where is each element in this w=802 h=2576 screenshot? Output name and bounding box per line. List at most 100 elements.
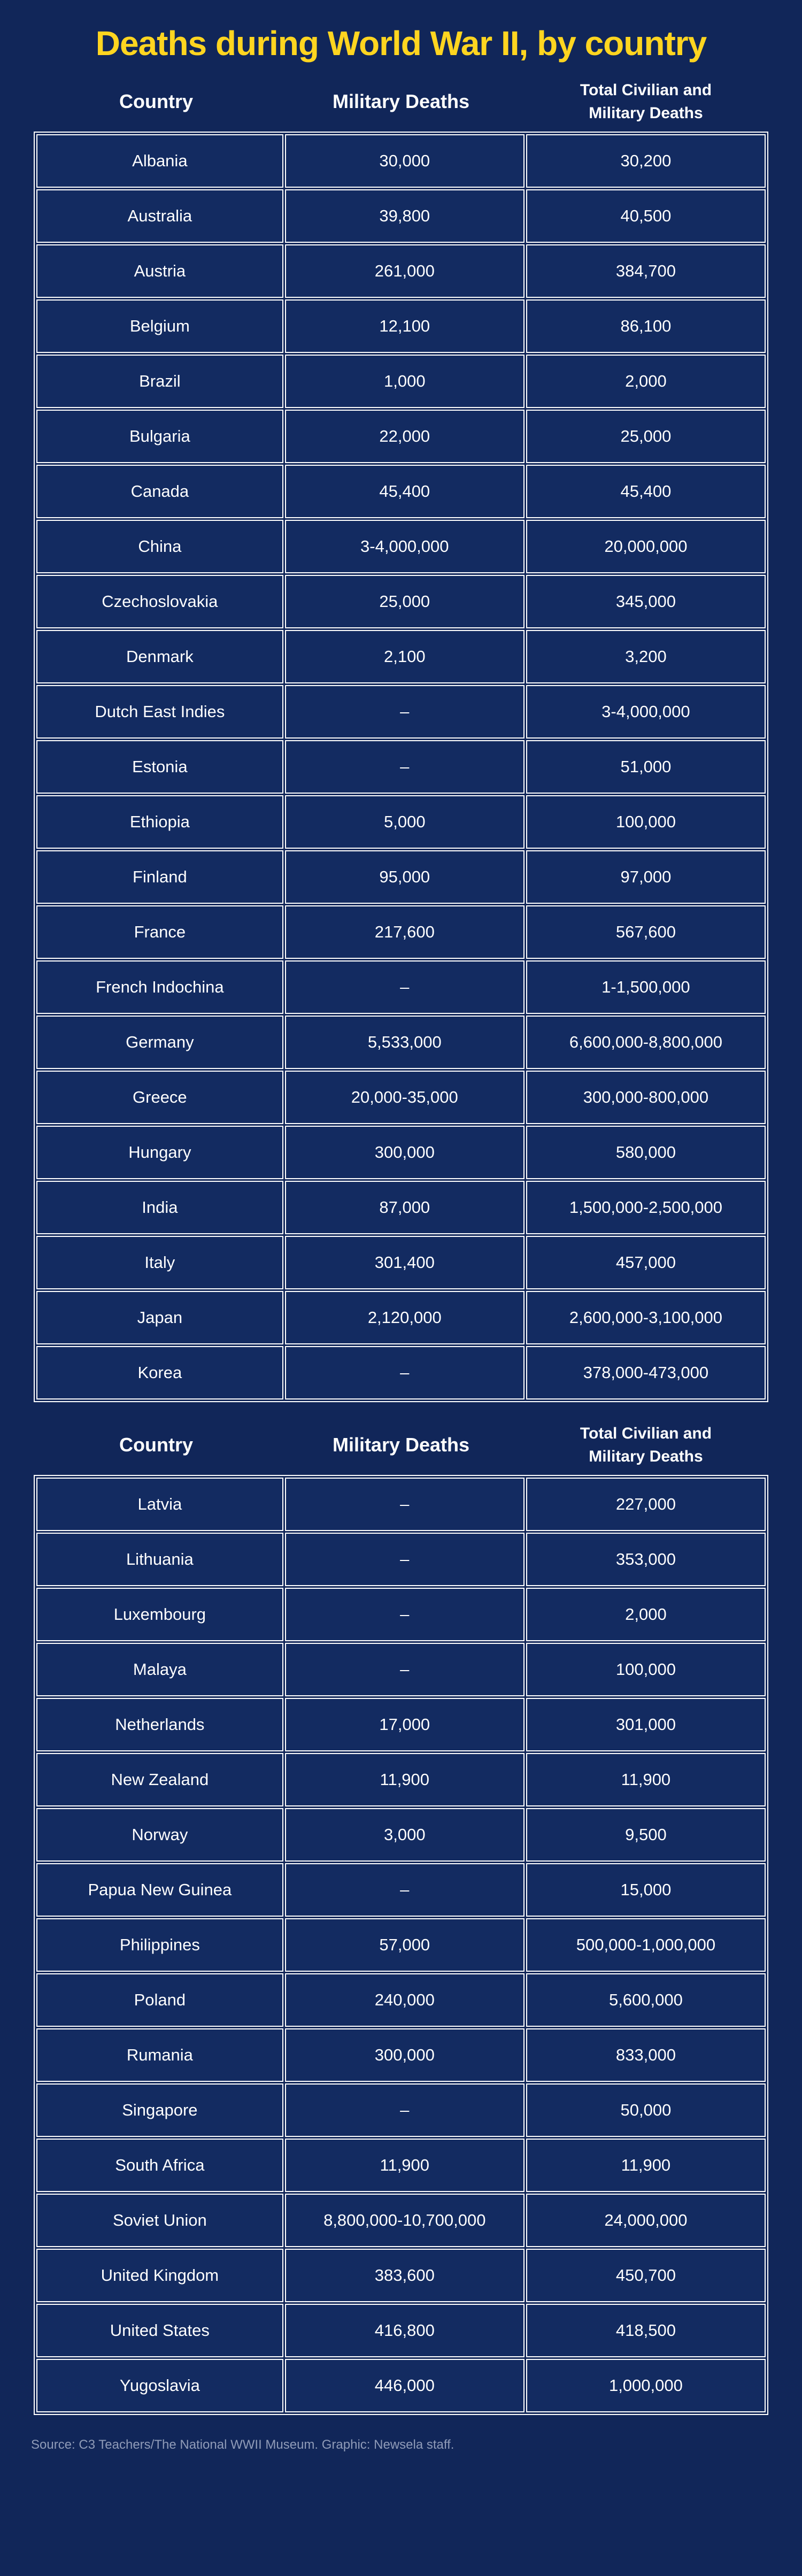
table-row: Brazil 1,000 2,000 <box>36 355 766 408</box>
total-deaths-cell: 384,700 <box>526 244 766 298</box>
table-row: China 3-4,000,000 20,000,000 <box>36 520 766 573</box>
country-cell: Albania <box>36 134 283 188</box>
total-deaths-cell: 97,000 <box>526 850 766 904</box>
column-header-country: Country <box>119 90 193 112</box>
table-row: Austria 261,000 384,700 <box>36 244 766 298</box>
table-row: Philippines 57,000 500,000-1,000,000 <box>36 1918 766 1972</box>
country-cell: Greece <box>36 1071 283 1124</box>
deaths-table-2: Latvia –227,000 Lithuania –353,000 Luxembour… <box>34 1475 768 2415</box>
military-deaths-cell: 301,400 <box>284 1236 525 1289</box>
table-row: Greece 20,000-35,000 300,000-800,000 <box>36 1071 766 1124</box>
military-deaths-cell: 5,533,000 <box>284 1016 525 1069</box>
infographic-title: Deaths during World War II, by country <box>95 24 707 63</box>
total-deaths-cell: 5,600,000 <box>526 1973 766 2027</box>
military-deaths-cell: 300,000 <box>284 2028 525 2082</box>
table-row: Hungary 300,000 580,000 <box>36 1126 766 1179</box>
table-row: Denmark 2,100 3,200 <box>36 630 766 683</box>
total-deaths-cell: 30,200 <box>526 134 766 188</box>
military-deaths-cell: 22,000 <box>284 410 525 463</box>
total-deaths-cell: 301,000 <box>526 1698 766 1751</box>
military-deaths-cell: 2,100 <box>284 630 525 683</box>
country-cell: New Zealand <box>36 1753 283 1806</box>
military-deaths-cell: – <box>284 740 525 794</box>
military-deaths-cell: – <box>284 1643 525 1696</box>
table-row: Czechoslovakia 25,000 345,000 <box>36 575 766 628</box>
table-row: Ethiopia 5,000 100,000 <box>36 795 766 849</box>
column-header-military-deaths: Military Deaths <box>332 90 470 112</box>
country-cell: Philippines <box>36 1918 283 1972</box>
table-row: French Indochina –1-1,500,000 <box>36 960 766 1014</box>
country-cell: Austria <box>36 244 283 298</box>
country-cell: Canada <box>36 465 283 518</box>
total-deaths-cell: 300,000-800,000 <box>526 1071 766 1124</box>
country-cell: Dutch East Indies <box>36 685 283 739</box>
country-cell: Papua New Guinea <box>36 1863 283 1917</box>
table-row: United States 416,800 418,500 <box>36 2304 766 2357</box>
total-deaths-cell: 6,600,000-8,800,000 <box>526 1016 766 1069</box>
total-deaths-cell: 25,000 <box>526 410 766 463</box>
military-deaths-cell: 20,000-35,000 <box>284 1071 525 1124</box>
table-row: Canada 45,400 45,400 <box>36 465 766 518</box>
table-row: France 217,600 567,600 <box>36 905 766 959</box>
table-row: Lithuania –353,000 <box>36 1533 766 1586</box>
total-deaths-cell: 418,500 <box>526 2304 766 2357</box>
table-row: Australia 39,800 40,500 <box>36 189 766 243</box>
total-deaths-cell: 2,000 <box>526 355 766 408</box>
military-deaths-cell: – <box>284 1533 525 1586</box>
country-cell: Denmark <box>36 630 283 683</box>
table-row: Papua New Guinea –15,000 <box>36 1863 766 1917</box>
total-deaths-cell: 227,000 <box>526 1478 766 1531</box>
table-row: Germany 5,533,000 6,600,000-8,800,000 <box>36 1016 766 1069</box>
total-deaths-cell: 40,500 <box>526 189 766 243</box>
military-deaths-cell: 17,000 <box>284 1698 525 1751</box>
total-deaths-cell: 580,000 <box>526 1126 766 1179</box>
military-deaths-cell: 300,000 <box>284 1126 525 1179</box>
total-deaths-cell: 20,000,000 <box>526 520 766 573</box>
total-deaths-cell: 1,500,000-2,500,000 <box>526 1181 766 1234</box>
total-deaths-cell: 11,900 <box>526 1753 766 1806</box>
table-row: United Kingdom 383,600 450,700 <box>36 2249 766 2302</box>
total-deaths-cell: 2,000 <box>526 1588 766 1641</box>
country-cell: Finland <box>36 850 283 904</box>
country-cell: Latvia <box>36 1478 283 1531</box>
table-row: Norway 3,000 9,500 <box>36 1808 766 1862</box>
total-deaths-cell: 50,000 <box>526 2083 766 2137</box>
country-cell: China <box>36 520 283 573</box>
country-cell: Australia <box>36 189 283 243</box>
total-deaths-cell: 86,100 <box>526 299 766 353</box>
total-deaths-cell: 353,000 <box>526 1533 766 1586</box>
total-deaths-cell: 567,600 <box>526 905 766 959</box>
country-cell: Malaya <box>36 1643 283 1696</box>
military-deaths-cell: 87,000 <box>284 1181 525 1234</box>
table-row: Netherlands 17,000 301,000 <box>36 1698 766 1751</box>
country-cell: Netherlands <box>36 1698 283 1751</box>
military-deaths-cell: 446,000 <box>284 2359 525 2412</box>
table-row: Belgium 12,100 86,100 <box>36 299 766 353</box>
table-row: Japan 2,120,000 2,600,000-3,100,000 <box>36 1291 766 1344</box>
military-deaths-cell: 25,000 <box>284 575 525 628</box>
military-deaths-cell: 2,120,000 <box>284 1291 525 1344</box>
total-deaths-cell: 345,000 <box>526 575 766 628</box>
country-cell: Poland <box>36 1973 283 2027</box>
column-header-total-deaths: Total Civilian and Military Deaths <box>523 1422 768 1468</box>
country-cell: Hungary <box>36 1126 283 1179</box>
country-cell: United States <box>36 2304 283 2357</box>
table-row: New Zealand 11,900 11,900 <box>36 1753 766 1806</box>
military-deaths-cell: 3-4,000,000 <box>284 520 525 573</box>
table-row: Soviet Union 8,800,000-10,700,000 24,000,0… <box>36 2194 766 2247</box>
table-row: India 87,000 1,500,000-2,500,000 <box>36 1181 766 1234</box>
table-row: Yugoslavia 446,000 1,000,000 <box>36 2359 766 2412</box>
military-deaths-cell: – <box>284 1478 525 1531</box>
table-row: South Africa 11,900 11,900 <box>36 2139 766 2192</box>
column-header-total-deaths: Total Civilian and Military Deaths <box>523 79 768 125</box>
total-deaths-cell: 100,000 <box>526 795 766 849</box>
total-deaths-cell: 2,600,000-3,100,000 <box>526 1291 766 1344</box>
table-row: Bulgaria 22,000 25,000 <box>36 410 766 463</box>
military-deaths-cell: 39,800 <box>284 189 525 243</box>
military-deaths-cell: 45,400 <box>284 465 525 518</box>
military-deaths-cell: – <box>284 685 525 739</box>
country-cell: Lithuania <box>36 1533 283 1586</box>
total-deaths-cell: 15,000 <box>526 1863 766 1917</box>
table-row: Poland 240,000 5,600,000 <box>36 1973 766 2027</box>
